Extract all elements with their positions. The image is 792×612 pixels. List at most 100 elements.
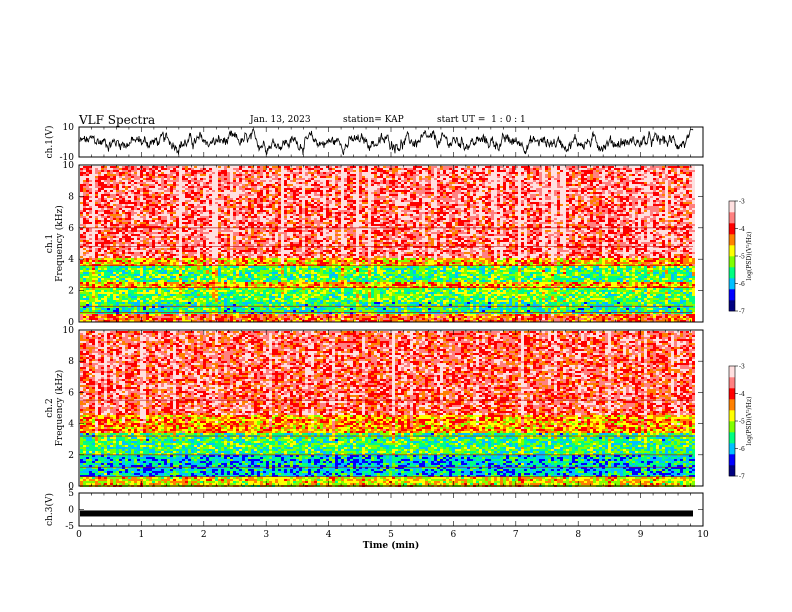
ch1-spectrogram-cell <box>236 222 239 224</box>
ch1-spectrogram-cell <box>194 262 197 264</box>
ch1-spectrogram-cell <box>149 232 152 234</box>
ch1-spectrogram-cell <box>89 238 92 240</box>
ch1-spectrogram-cell <box>191 252 194 254</box>
ch1-spectrogram-cell <box>107 224 110 226</box>
ch1-spectrogram-cell <box>233 222 236 224</box>
ch1-spectrogram-cell <box>200 278 203 280</box>
ch1-spectrogram-cell <box>209 210 212 212</box>
ch1-spectrogram-cell <box>83 244 86 246</box>
ch1-spectrogram-cell <box>173 316 176 318</box>
ch1-spectrogram-cell <box>191 232 194 234</box>
ch1-spectrogram-cell <box>191 180 194 182</box>
ch1-spectrogram-cell <box>164 314 167 316</box>
ch1-spectrogram-cell <box>179 208 182 210</box>
ch1-spectrogram-cell <box>191 308 194 310</box>
ch1-spectrogram-cell <box>107 174 110 176</box>
ch1-spectrogram-cell <box>164 266 167 268</box>
ch1-spectrogram-cell <box>236 216 239 218</box>
ch1-spectrogram-cell <box>239 198 242 200</box>
ch1-spectrogram-cell <box>173 302 176 304</box>
ch1-spectrogram-cell <box>185 252 188 254</box>
ch1-spectrogram-cell <box>236 190 239 192</box>
ch1-spectrogram-cell <box>230 170 233 172</box>
ch1-spectrogram-cell <box>110 218 113 220</box>
ch1-spectrogram-cell <box>191 204 194 206</box>
ch1-spectrogram-cell <box>167 194 170 196</box>
ch1-spectrogram-cell <box>224 212 227 214</box>
ch1-spectrogram-cell <box>131 220 134 222</box>
ch1-spectrogram-cell <box>236 308 239 310</box>
ch1-spectrogram-cell <box>113 214 116 216</box>
ch1-spectrogram-cell <box>218 200 221 202</box>
ch1-spectrogram-cell <box>164 298 167 300</box>
ch1-spectrogram-cell <box>194 182 197 184</box>
ch1-spectrogram-cell <box>209 310 212 312</box>
ch1-spectrogram-cell <box>107 300 110 302</box>
ch1-spectrogram-cell <box>164 232 167 234</box>
ch1-spectrogram-cell <box>161 302 164 304</box>
ch1-spectrogram-cell <box>128 182 131 184</box>
ch1-spectrogram-cell <box>128 170 131 172</box>
ch1-spectrogram-cell <box>182 304 185 306</box>
ch1-spectrogram-cell <box>80 306 83 308</box>
ch1-spectrogram-cell <box>185 314 188 316</box>
ch1-spectrogram-cell <box>122 176 125 178</box>
ch1-spectrogram-cell <box>224 296 227 298</box>
ch1-spectrogram-cell <box>263 256 266 258</box>
ch1-spectrogram-cell <box>95 270 98 272</box>
ch1-spectrogram-cell <box>95 192 98 194</box>
ch1-spectrogram-cell <box>233 276 236 278</box>
ch1-spectrogram-cell <box>209 194 212 196</box>
ch1-spectrogram-cell <box>248 192 251 194</box>
ch1-spectrogram-cell <box>179 250 182 252</box>
ch1-spectrogram-cell <box>203 192 206 194</box>
ch1-spectrogram-cell <box>230 230 233 232</box>
ch1-spectrogram-cell <box>155 258 158 260</box>
ch1-spectrogram-cell <box>224 250 227 252</box>
ch1-spectrogram-cell <box>179 316 182 318</box>
ch1-spectrogram-cell <box>248 220 251 222</box>
ch1-spectrogram-cell <box>254 244 257 246</box>
ch1-spectrogram-cell <box>116 204 119 206</box>
ch1-spectrogram-cell <box>119 258 122 260</box>
ch1-spectrogram-cell <box>107 264 110 266</box>
ch1-spectrogram-cell <box>140 254 143 256</box>
ch1-spectrogram-cell <box>143 172 146 174</box>
ch1-spectrogram-cell <box>107 226 110 228</box>
ch1-spectrogram-cell <box>173 210 176 212</box>
ch1-spectrogram-cell <box>188 172 191 174</box>
ch1-spectrogram-cell <box>104 236 107 238</box>
ch1-spectrogram-cell <box>98 184 101 186</box>
ch1-spectrogram-cell <box>86 250 89 252</box>
ch1-spectrogram-cell <box>215 180 218 182</box>
ch1-spectrogram-cell <box>209 240 212 242</box>
ch1-spectrogram-cell <box>248 204 251 206</box>
ch1-spectrogram-cell <box>203 166 206 168</box>
ch1-spectrogram-cell <box>164 212 167 214</box>
ch1-spectrogram-cell <box>176 298 179 300</box>
ch1-spectrogram-cell <box>146 248 149 250</box>
ch1-spectrogram-cell <box>236 188 239 190</box>
ch1-spectrogram-cell <box>230 234 233 236</box>
ch1-spectrogram-cell <box>191 310 194 312</box>
ch1-spectrogram-cell <box>134 264 137 266</box>
ch1-spectrogram-cell <box>170 282 173 284</box>
ch1-spectrogram-cell <box>116 250 119 252</box>
ch1-spectrogram-cell <box>125 206 128 208</box>
ch1-spectrogram-cell <box>98 288 101 290</box>
ch1-spectrogram-cell <box>218 310 221 312</box>
ch1-spectrogram-cell <box>185 262 188 264</box>
ch1-spectrogram-cell <box>173 192 176 194</box>
ch1-spectrogram-cell <box>212 240 215 242</box>
ch1-spectrogram-cell <box>221 302 224 304</box>
ch1-spectrogram-cell <box>98 318 101 320</box>
ch1-spectrogram-cell <box>92 276 95 278</box>
ch1-spectrogram-cell <box>197 206 200 208</box>
ch1-spectrogram-cell <box>101 254 104 256</box>
ch1-spectrogram-cell <box>134 226 137 228</box>
ch1-spectrogram-cell <box>152 286 155 288</box>
ch1-spectrogram-cell <box>230 310 233 312</box>
ch1-spectrogram-cell <box>203 264 206 266</box>
ch1-spectrogram-cell <box>224 226 227 228</box>
ch1-spectrogram-cell <box>89 168 92 170</box>
